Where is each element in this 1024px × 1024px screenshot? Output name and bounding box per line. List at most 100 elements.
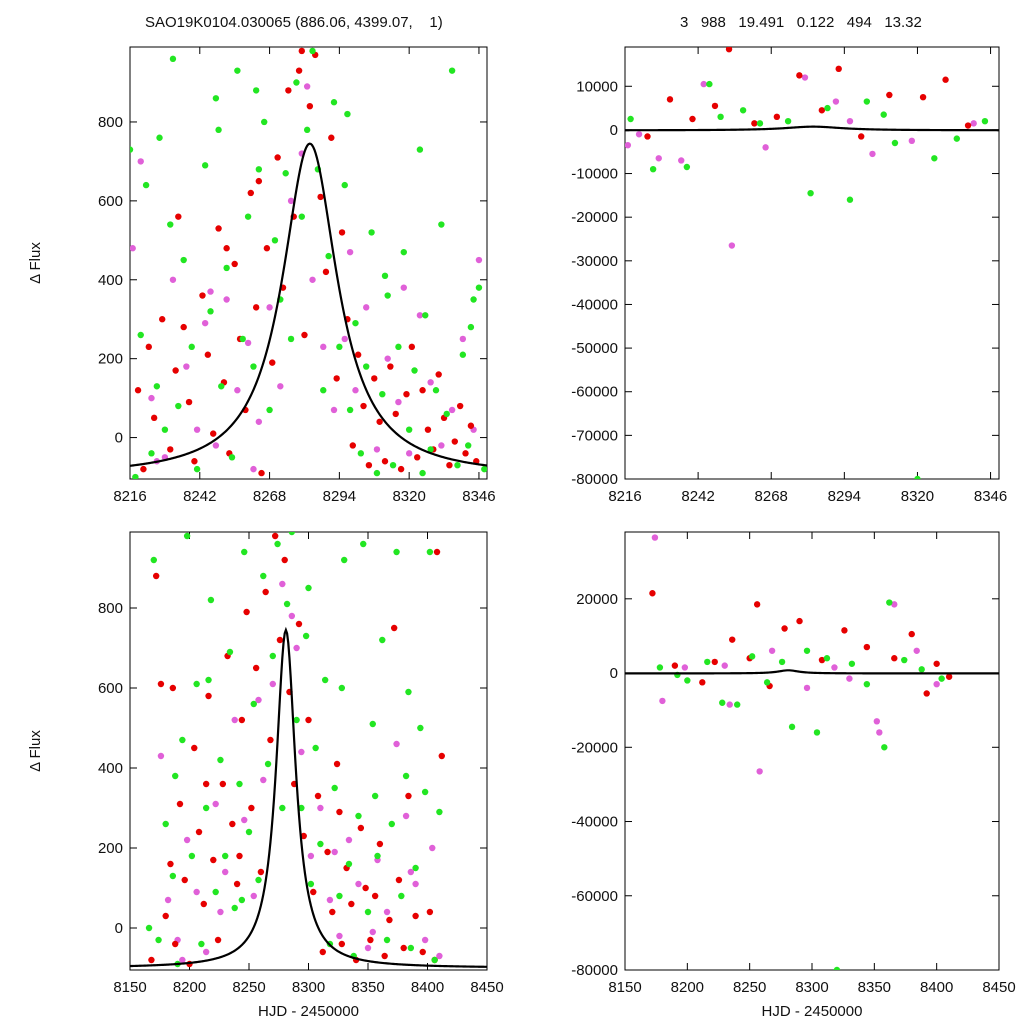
data-point-red bbox=[376, 418, 383, 425]
model-curve bbox=[130, 142, 487, 467]
data-point-green bbox=[470, 296, 477, 303]
data-point-magenta bbox=[298, 748, 305, 756]
data-point-magenta bbox=[427, 379, 434, 386]
data-point-magenta bbox=[148, 394, 155, 402]
data-point-red bbox=[376, 840, 384, 848]
data-point-red bbox=[908, 630, 915, 638]
y-tick-label: -10000 bbox=[571, 166, 618, 183]
data-point-green bbox=[432, 387, 440, 394]
x-tick-label: 8450 bbox=[982, 979, 1015, 996]
data-point-red bbox=[274, 154, 281, 161]
data-point-red bbox=[317, 193, 324, 201]
x-tick-label: 8242 bbox=[183, 488, 216, 505]
data-point-red bbox=[414, 454, 421, 461]
y-tick-label: -80000 bbox=[571, 962, 618, 979]
data-point-green bbox=[239, 335, 246, 343]
data-point-green bbox=[320, 387, 327, 394]
data-point-magenta bbox=[363, 304, 370, 311]
data-layer bbox=[130, 532, 487, 968]
data-point-green bbox=[155, 936, 162, 944]
data-point-red bbox=[159, 316, 166, 323]
data-point-magenta bbox=[438, 442, 445, 449]
x-tick-label: 8450 bbox=[470, 979, 503, 996]
data-point-red bbox=[247, 189, 254, 197]
data-point-red bbox=[919, 93, 927, 101]
x-tick-label: 8250 bbox=[232, 979, 265, 996]
data-point-magenta bbox=[341, 335, 348, 343]
data-point-red bbox=[446, 461, 453, 469]
data-point-green bbox=[379, 636, 386, 644]
data-point-red bbox=[336, 808, 343, 816]
data-point-red bbox=[387, 363, 394, 370]
data-point-green bbox=[381, 272, 389, 280]
x-tick-label: 8300 bbox=[292, 979, 325, 996]
data-point-green bbox=[427, 446, 434, 453]
data-point-magenta bbox=[846, 675, 853, 682]
data-point-magenta bbox=[373, 446, 381, 453]
y-tick-label: -70000 bbox=[571, 427, 618, 444]
data-point-magenta bbox=[768, 647, 776, 654]
data-point-magenta bbox=[307, 852, 315, 860]
data-point-red bbox=[281, 556, 288, 564]
data-point-green bbox=[236, 780, 243, 788]
x-tick-label: 8250 bbox=[733, 979, 766, 996]
data-point-green bbox=[881, 744, 888, 751]
data-point-red bbox=[328, 134, 335, 141]
y-tick-label: 0 bbox=[115, 430, 123, 447]
data-point-green bbox=[953, 135, 961, 142]
data-point-magenta bbox=[255, 696, 262, 704]
data-point-green bbox=[150, 556, 157, 564]
data-point-red bbox=[405, 792, 412, 800]
data-point-magenta bbox=[320, 343, 327, 351]
data-point-red bbox=[858, 133, 865, 140]
data-point-red bbox=[167, 446, 174, 453]
data-point-red bbox=[257, 868, 265, 876]
data-point-red bbox=[725, 47, 733, 53]
model-curve bbox=[130, 626, 487, 968]
data-point-green bbox=[407, 944, 415, 952]
data-point-red bbox=[233, 880, 241, 888]
y-tick-label: 600 bbox=[98, 680, 123, 697]
plot-frame bbox=[129, 46, 488, 480]
data-point-magenta bbox=[436, 952, 443, 960]
data-point-green bbox=[148, 450, 155, 457]
data-point-red bbox=[863, 643, 871, 651]
data-point-green bbox=[169, 872, 177, 880]
data-point-green bbox=[405, 688, 412, 696]
data-point-green bbox=[788, 723, 796, 731]
data-point-green bbox=[282, 170, 289, 177]
data-point-red bbox=[152, 572, 160, 580]
data-point-green bbox=[201, 162, 209, 169]
data-point-red bbox=[354, 351, 362, 358]
data-point-red bbox=[172, 367, 179, 374]
data-point-red bbox=[773, 113, 781, 121]
y-tick-label: -80000 bbox=[571, 471, 618, 488]
data-point-red bbox=[134, 387, 142, 394]
data-point-magenta bbox=[202, 948, 210, 956]
data-point-green bbox=[364, 908, 372, 916]
data-point-magenta bbox=[345, 836, 353, 844]
data-point-green bbox=[649, 165, 657, 173]
data-point-magenta bbox=[869, 150, 876, 158]
data-point-red bbox=[298, 47, 305, 55]
data-point-green bbox=[443, 410, 450, 418]
data-point-green bbox=[215, 126, 222, 134]
data-point-green bbox=[355, 812, 362, 820]
data-point-red bbox=[796, 617, 803, 625]
data-point-red bbox=[252, 304, 260, 311]
y-tick-label: 400 bbox=[98, 760, 123, 777]
data-point-red bbox=[729, 636, 736, 643]
data-point-magenta bbox=[330, 406, 338, 414]
data-point-green bbox=[264, 760, 272, 768]
data-point-green bbox=[321, 676, 329, 684]
data-point-magenta bbox=[223, 296, 230, 303]
x-tick-label: 8294 bbox=[828, 488, 861, 505]
data-point-red bbox=[671, 662, 679, 669]
data-point-green bbox=[459, 351, 467, 358]
x-tick-label: 8150 bbox=[113, 979, 146, 996]
data-point-red bbox=[185, 398, 193, 406]
data-point-green bbox=[179, 736, 186, 744]
data-point-red bbox=[371, 375, 378, 382]
x-tick-label: 8300 bbox=[795, 979, 828, 996]
data-point-magenta bbox=[651, 534, 659, 541]
